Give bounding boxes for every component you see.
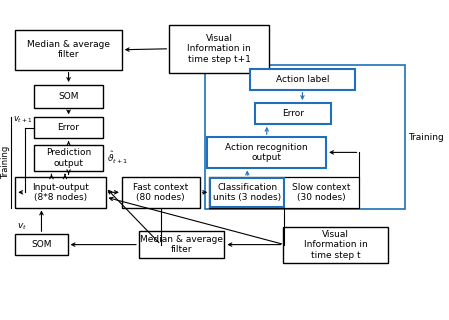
Text: Slow context
(30 nodes): Slow context (30 nodes): [292, 183, 351, 202]
Bar: [255, 103, 331, 124]
Text: Action label: Action label: [276, 75, 329, 84]
Bar: [210, 178, 284, 207]
Text: Error: Error: [57, 123, 79, 132]
Text: SOM: SOM: [58, 92, 79, 101]
Bar: [34, 117, 103, 138]
Bar: [207, 137, 326, 168]
Text: Action recognition
output: Action recognition output: [225, 143, 308, 162]
Text: Error: Error: [282, 109, 304, 118]
Bar: [34, 145, 103, 172]
Text: Visual
Information in
time step t+1: Visual Information in time step t+1: [187, 34, 251, 64]
Text: Fast context
(80 nodes): Fast context (80 nodes): [133, 183, 189, 202]
Bar: [206, 65, 405, 209]
Bar: [283, 227, 388, 263]
Text: Visual
Information in
time step t: Visual Information in time step t: [304, 230, 368, 260]
Bar: [122, 177, 200, 208]
Text: Median & average
filter: Median & average filter: [140, 235, 223, 254]
Bar: [15, 177, 106, 208]
Bar: [15, 234, 68, 255]
Text: Training: Training: [408, 133, 444, 142]
Bar: [34, 85, 103, 108]
Text: $v_{t}$: $v_{t}$: [18, 221, 27, 232]
Bar: [15, 30, 122, 70]
Text: $v_{t+1}$: $v_{t+1}$: [13, 115, 32, 125]
Text: Training: Training: [0, 146, 9, 179]
Bar: [169, 25, 269, 73]
Text: Median & average
filter: Median & average filter: [27, 40, 110, 60]
Text: $\hat{\vartheta}_{t+1}$: $\hat{\vartheta}_{t+1}$: [106, 150, 128, 166]
Bar: [139, 231, 224, 258]
Text: Classification
units (3 nodes): Classification units (3 nodes): [213, 183, 282, 202]
Bar: [250, 69, 355, 90]
Text: Input-output
(8*8 nodes): Input-output (8*8 nodes): [32, 183, 89, 202]
Text: Prediction
output: Prediction output: [46, 148, 91, 168]
Text: SOM: SOM: [31, 240, 52, 249]
Bar: [209, 177, 360, 208]
